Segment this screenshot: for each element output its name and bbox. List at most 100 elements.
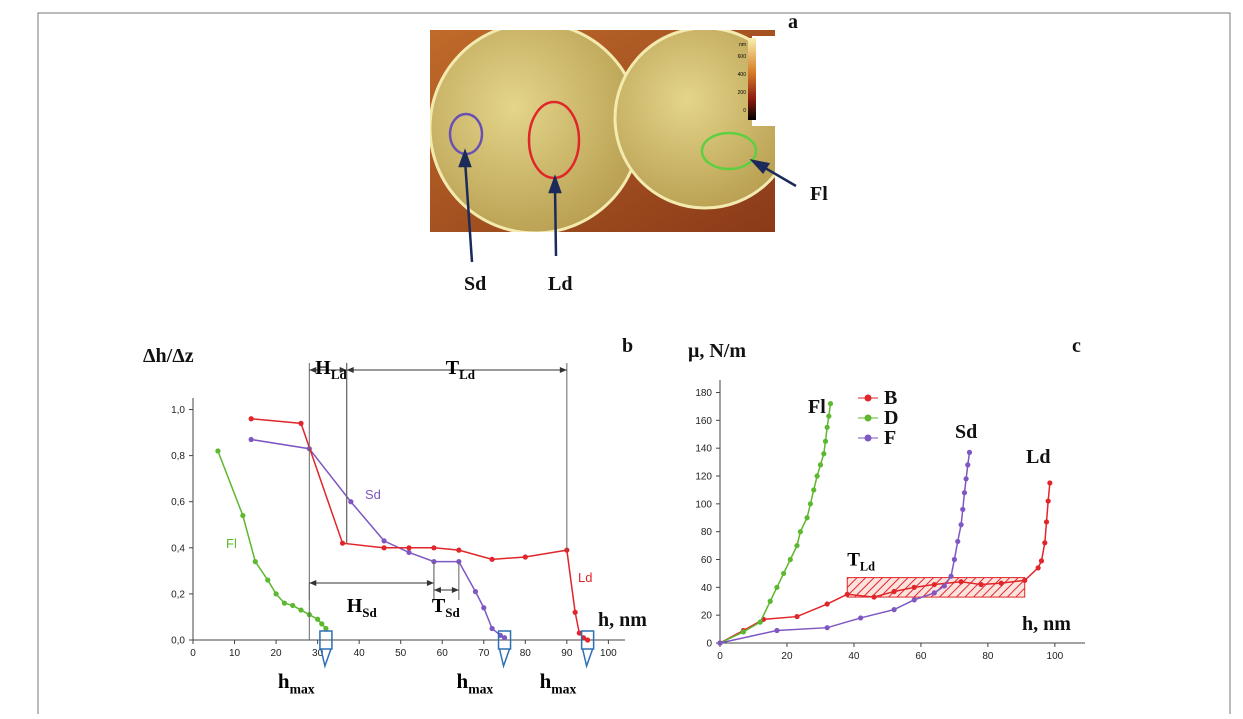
data-point [1043,519,1050,525]
data-point [826,413,832,419]
legend-label: B [884,387,897,409]
y-tick-label: 0,8 [171,451,185,462]
y-tick-label: 120 [695,472,712,483]
data-point [794,542,800,549]
colorbar-tick: 600 [738,54,747,60]
span-label-sub: Sd [362,605,377,620]
data-point [1042,540,1048,546]
data-point [323,625,329,632]
data-point [827,401,834,407]
arrowhead [559,367,567,373]
x-tick-label: 80 [982,651,994,662]
data-point [406,549,412,556]
data-point [252,559,258,565]
data-point [807,501,814,507]
data-point [348,499,354,505]
hmax-pointer [320,648,332,669]
data-point [960,506,966,513]
data-point [965,462,971,468]
region-label: Ld [548,273,572,295]
data-point [576,630,582,636]
band-label-sub: Ld [860,559,875,573]
data-point [248,436,254,443]
colorbar [748,38,756,120]
hmax-marker [319,630,333,650]
data-point [522,554,528,560]
legend-marker [864,414,872,422]
data-point [501,635,508,641]
arrowhead [309,580,317,586]
data-point [966,449,973,455]
y-tick-label: 80 [701,527,713,538]
data-point [998,580,1004,586]
arrowhead [451,587,459,593]
y-tick-label: 0 [706,639,712,650]
data-point [948,573,954,579]
data-point [814,473,820,479]
data-point [572,609,578,615]
arrowhead [339,367,347,373]
curve-label: Ld [578,570,592,585]
data-point [298,420,304,426]
data-point [958,522,964,528]
y-tick-label: 100 [695,499,712,510]
data-point [585,637,591,643]
hmax-marker [580,630,595,650]
panel-label: c [1072,335,1081,357]
data-point [774,627,780,634]
data-point [248,416,254,422]
arrowhead [433,587,441,593]
hmax-label: h [278,669,290,693]
data-point [1047,480,1053,486]
x-tick-label: 40 [848,651,860,662]
span-label-sub: Sd [445,605,460,620]
x-tick-label: 80 [520,648,532,659]
y-tick-label: 160 [695,416,712,427]
y-tick-label: 1,0 [171,405,185,416]
data-point [931,590,937,596]
y-tick-label: 140 [695,444,712,455]
frame [37,12,1231,719]
y-tick-label: 0,0 [171,636,185,647]
data-point [774,584,780,590]
data-point [958,579,964,585]
x-axis-label: h, nm [598,609,647,631]
region-label: Sd [464,273,486,295]
data-point [963,476,969,482]
hmax-label: h [540,669,552,693]
data-point [811,487,817,493]
arrowhead [309,367,317,373]
data-point [215,448,221,454]
data-point [951,556,958,563]
x-tick-label: 60 [437,648,449,659]
y-tick-label: 0,2 [171,589,185,600]
y-tick-label: 180 [695,388,712,399]
span-label-sub: Ld [331,367,348,382]
band-label: T [847,550,860,571]
data-point [961,490,968,496]
data-point [431,545,437,551]
x-tick-label: 0 [717,651,723,662]
data-point [931,581,937,588]
curve-label: Sd [365,487,381,502]
span-label: H [347,595,363,617]
data-point [339,540,346,546]
data-point [804,515,810,521]
data-point [871,594,877,600]
x-tick-label: 40 [354,648,366,659]
curve-label: Fl [226,536,237,551]
legend-label: D [884,407,898,429]
arrows [458,148,797,263]
y-tick-label: 20 [701,611,713,622]
data-point [821,451,827,457]
data-point [767,598,773,604]
data-point [290,602,296,609]
data-point [822,438,829,444]
x-tick-label: 20 [271,648,283,659]
y-tick-label: 40 [701,583,713,594]
arrowhead [426,580,434,586]
data-point [757,619,763,625]
data-point [824,424,830,430]
data-point [472,589,479,595]
hmax-label-sub: max [290,681,315,696]
